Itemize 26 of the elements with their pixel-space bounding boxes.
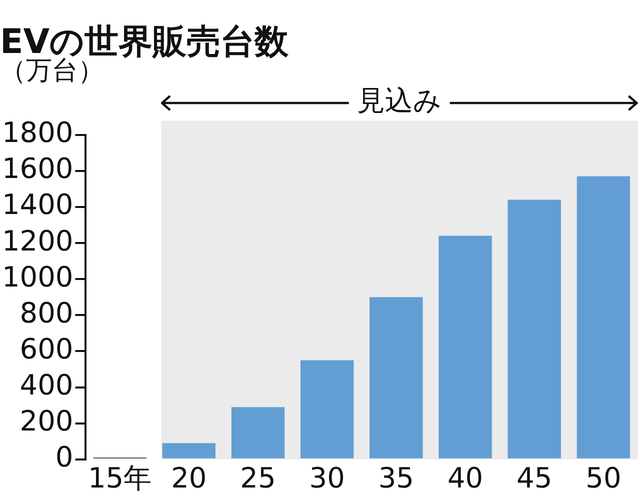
x-tick-label: 35 — [378, 461, 414, 494]
y-tick-label: 1200 — [2, 224, 74, 258]
x-tick-label: 25 — [240, 461, 276, 494]
y-tick-label: 800 — [20, 296, 74, 330]
bar — [438, 236, 492, 458]
x-tick-label: 15年 — [88, 461, 152, 494]
bar — [162, 443, 216, 458]
y-tick-label: 0 — [55, 440, 74, 474]
y-tick-label: 1000 — [2, 260, 74, 294]
y-tick-label: 400 — [20, 368, 74, 402]
bar — [300, 360, 354, 458]
y-tick-label: 200 — [20, 404, 74, 438]
x-tick-label: 45 — [516, 461, 552, 494]
bar — [508, 200, 561, 458]
x-tick-label: 20 — [171, 461, 207, 494]
x-tick-label: 50 — [586, 461, 622, 494]
x-tick-label: 30 — [309, 461, 345, 494]
y-tick-label: 1800 — [2, 116, 74, 150]
band-label: 見込み — [357, 84, 442, 118]
bar — [370, 297, 423, 458]
y-tick-label: 600 — [20, 332, 74, 366]
y-tick-label: 1600 — [2, 152, 74, 186]
bar — [576, 176, 630, 458]
y-tick-label: 1400 — [2, 188, 74, 222]
bar — [231, 407, 285, 458]
x-tick-label: 40 — [447, 461, 484, 494]
